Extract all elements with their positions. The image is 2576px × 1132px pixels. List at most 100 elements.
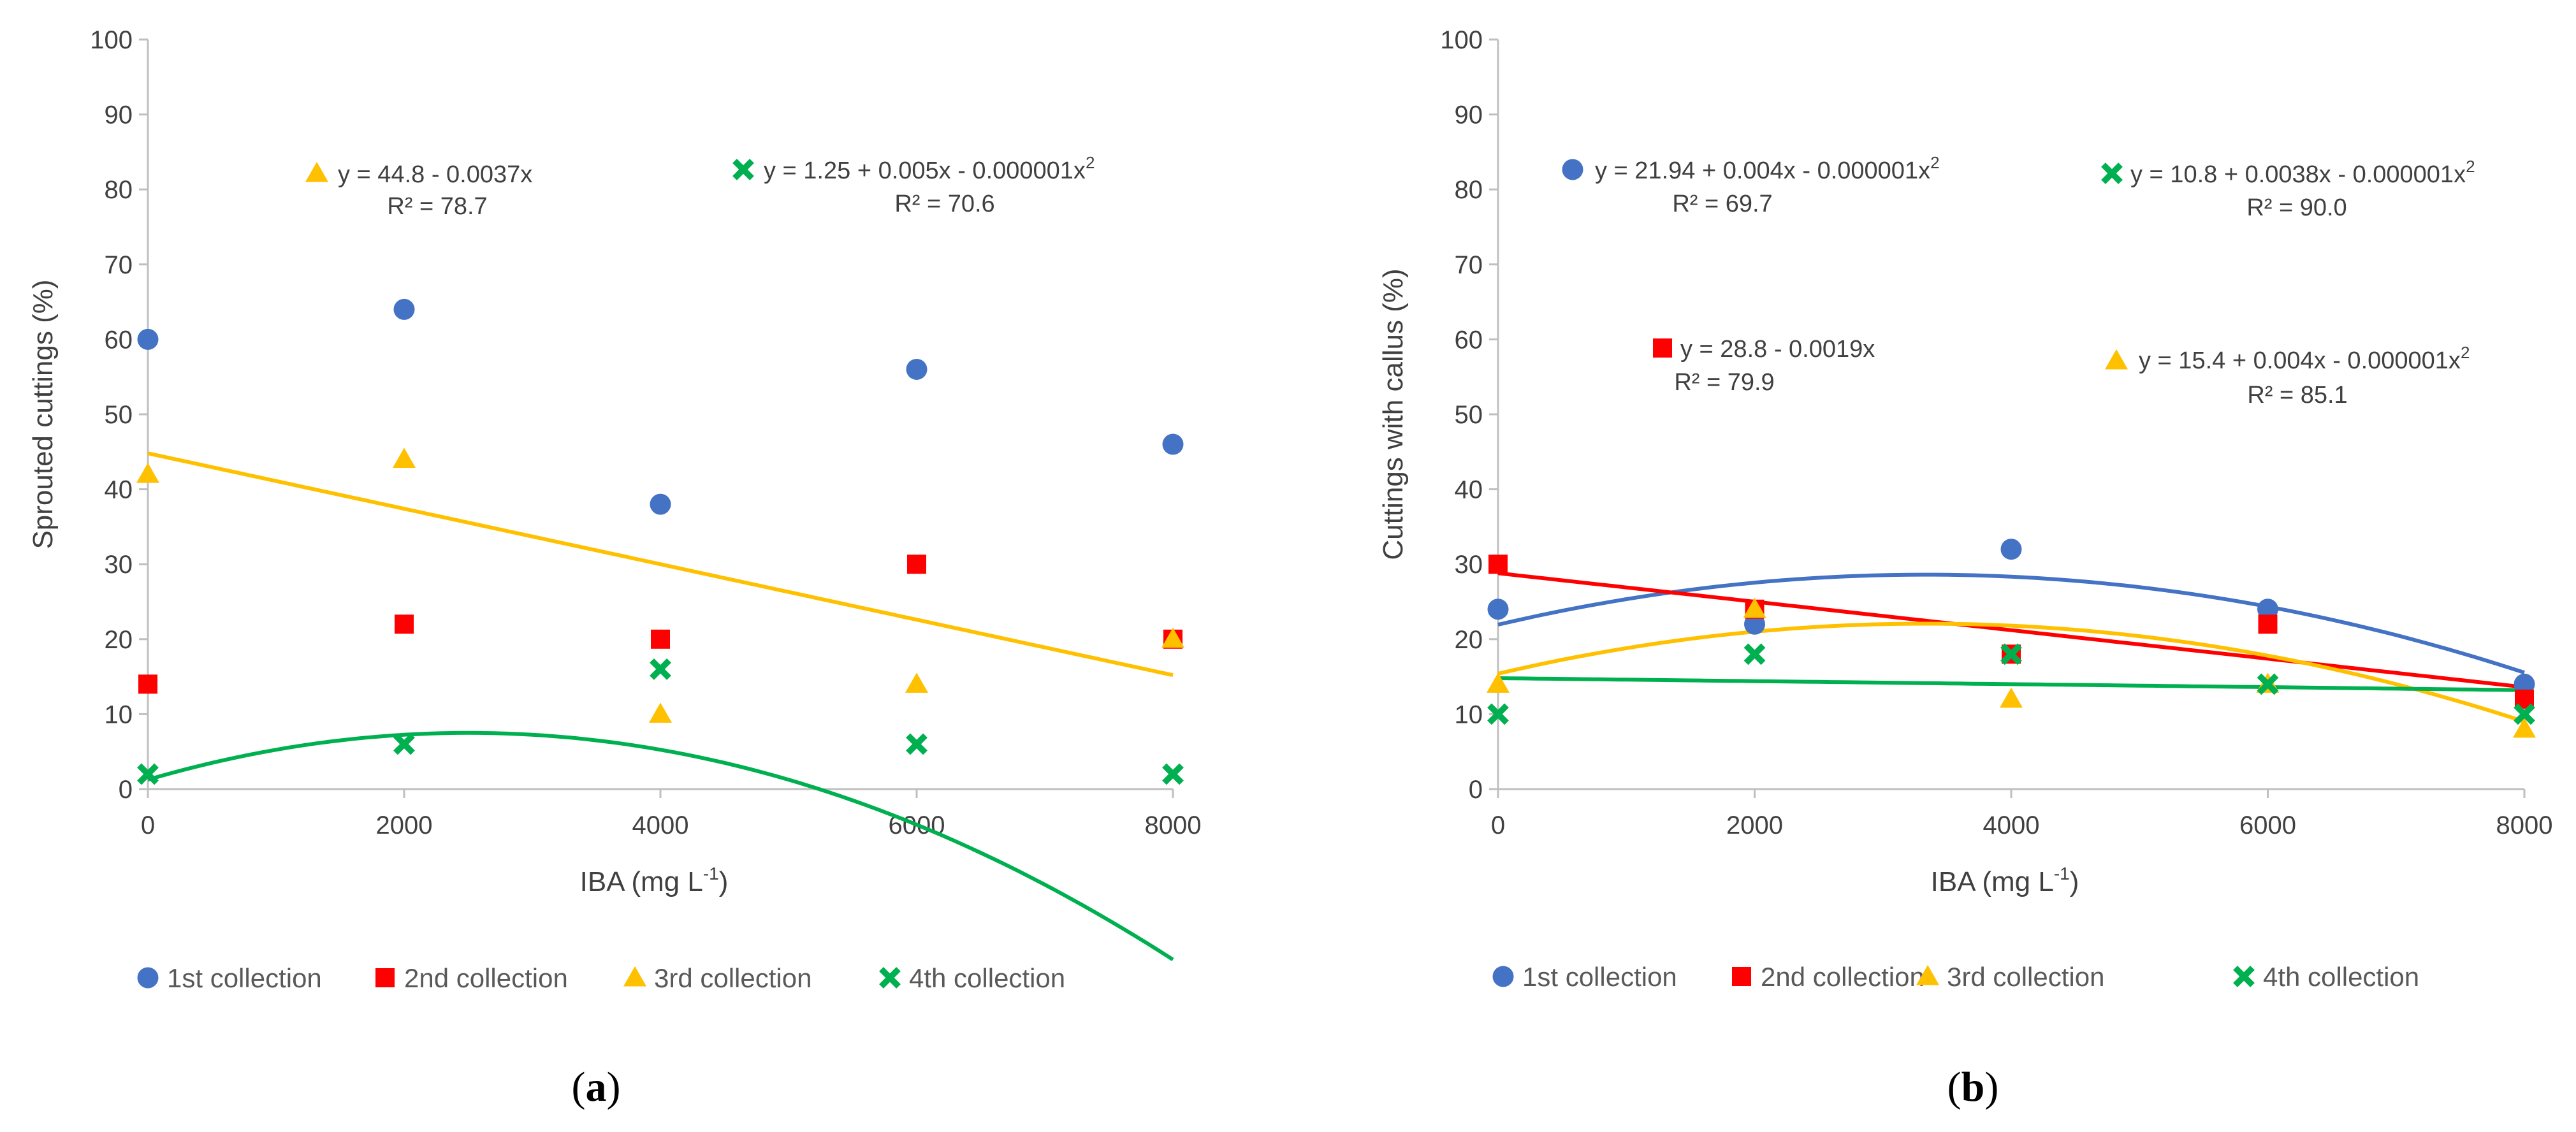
- x-axis-title-end: ): [2070, 866, 2079, 897]
- data-point-4th-collection: [2257, 673, 2279, 695]
- y-tick-label: 50: [1455, 401, 1483, 429]
- y-axis-title: Sprouted cuttings (%): [27, 279, 59, 549]
- trend-equation: y = 28.8 - 0.0019x: [1680, 336, 1875, 363]
- y-axis-title: Cuttings with callus (%): [1378, 268, 1409, 560]
- panel-label-close: ): [1984, 1064, 1998, 1110]
- data-point-4th-collection: [137, 763, 159, 785]
- x-axis-title-sup: -1: [703, 864, 719, 883]
- trendline-3rd-collection: [1497, 621, 2525, 724]
- trend-equation: y = 15.4 + 0.004x - 0.000001x2: [2139, 343, 2470, 374]
- data-point-4th-collection-stroke-b: [1162, 763, 1184, 785]
- data-point-4th-collection: [2514, 703, 2535, 725]
- trendline-4th-collection: [147, 730, 1174, 962]
- legend-marker: [2233, 966, 2255, 987]
- panel-label-open: (: [1947, 1064, 1961, 1110]
- panel-label: (a): [572, 1064, 621, 1110]
- panel-label-letter: b: [1961, 1064, 1985, 1110]
- y-tick-label: 70: [105, 251, 133, 279]
- data-point-3rd-collection: [1161, 627, 1184, 648]
- legend-label: 1st collection: [167, 963, 322, 993]
- x-axis-title-sup: -1: [2054, 864, 2070, 883]
- data-point-4th-collection-stroke-b: [393, 733, 415, 755]
- x-tick-label: 6000: [2239, 811, 2296, 839]
- legend-label: 3rd collection: [1947, 962, 2104, 992]
- trend-equation-main: y = 21.94 + 0.004x - 0.000001x: [1595, 157, 1930, 184]
- y-tick-label: 90: [1455, 101, 1483, 129]
- y-tick-label: 10: [1455, 700, 1483, 729]
- trend-equation-main: y = 44.8 - 0.0037x: [338, 161, 532, 188]
- data-point-3rd-collection: [1743, 597, 1766, 618]
- trend-equation-sup: 2: [1930, 153, 1939, 172]
- panel-label: (b): [1947, 1064, 1999, 1110]
- y-tick-label: 0: [1469, 776, 1483, 804]
- legend-label: 1st collection: [1522, 962, 1677, 992]
- data-point-4th-collection-stroke-b: [2257, 673, 2279, 695]
- y-tick-label: 40: [1455, 476, 1483, 504]
- trend-equation-sup: 2: [2466, 157, 2475, 176]
- trend-r-squared: R² = 90.0: [2246, 194, 2347, 221]
- equation-marker: [732, 159, 754, 180]
- data-point-3rd-collection: [393, 447, 416, 468]
- data-point-2nd-collection: [651, 629, 670, 649]
- legend-marker: [137, 967, 159, 989]
- data-point-1st-collection: [1487, 599, 1509, 620]
- data-point-2nd-collection: [907, 555, 926, 574]
- data-point-1st-collection: [393, 298, 415, 320]
- data-point-4th-collection: [1487, 703, 1509, 725]
- data-point-2nd-collection: [395, 614, 414, 634]
- trend-equation-sup: 2: [1086, 153, 1095, 172]
- data-point-4th-collection-stroke-b: [906, 733, 928, 755]
- equation-marker: [2101, 163, 2123, 184]
- data-point-1st-collection: [1162, 433, 1184, 455]
- legend-marker-stroke-b: [2233, 966, 2255, 987]
- data-point-3rd-collection: [2000, 687, 2023, 708]
- x-tick-label: 4000: [1983, 811, 2040, 839]
- trend-equation-main: y = 28.8 - 0.0019x: [1680, 336, 1875, 363]
- panel-label-open: (: [572, 1064, 586, 1110]
- data-point-3rd-collection: [136, 463, 159, 483]
- x-axis-title: IBA (mg L-1): [1931, 864, 2079, 897]
- y-tick-label: 0: [119, 776, 133, 804]
- data-point-1st-collection: [2514, 673, 2535, 695]
- data-point-4th-collection: [393, 733, 415, 755]
- legend-marker: [1492, 966, 1514, 987]
- data-point-2nd-collection: [138, 674, 157, 694]
- trend-r-squared: R² = 85.1: [2247, 382, 2347, 409]
- x-tick-label: 8000: [1145, 811, 1202, 839]
- trend-equation: y = 10.8 + 0.0038x - 0.000001x2: [2130, 157, 2475, 188]
- x-tick-label: 2000: [1726, 811, 1783, 839]
- x-tick-label: 4000: [632, 811, 689, 839]
- equation-marker: [305, 162, 328, 182]
- legend-marker: [1732, 967, 1751, 986]
- y-tick-label: 30: [105, 551, 133, 579]
- legend-marker: [879, 967, 901, 989]
- y-tick-label: 80: [1455, 176, 1483, 204]
- y-tick-label: 10: [105, 700, 133, 729]
- legend-marker-stroke-b: [879, 967, 901, 989]
- data-point-4th-collection-stroke-b: [1487, 703, 1509, 725]
- data-point-1st-collection: [650, 493, 671, 515]
- trend-r-squared: R² = 69.7: [1672, 191, 1772, 217]
- x-tick-label: 2000: [376, 811, 433, 839]
- data-point-4th-collection: [906, 733, 928, 755]
- trend-equation: y = 1.25 + 0.005x - 0.000001x2: [764, 153, 1095, 184]
- equation-marker: [1562, 159, 1583, 180]
- data-point-1st-collection: [2000, 539, 2022, 560]
- chart-panel-b: 0 10 20 30 40 50 60 70 80 90 100 0 2000 4000 6000 8000 C…: [1378, 26, 2552, 1110]
- equation-marker-stroke-b: [732, 159, 754, 180]
- data-point-4th-collection-stroke-b: [2514, 703, 2535, 725]
- trend-equation-main: y = 10.8 + 0.0038x - 0.000001x: [2130, 161, 2466, 188]
- y-tick-label: 100: [90, 26, 133, 54]
- data-point-4th-collection: [2000, 643, 2022, 665]
- trendline-3rd-collection: [147, 451, 1174, 678]
- trend-equation-main: y = 15.4 + 0.004x - 0.000001x: [2139, 347, 2461, 374]
- legend-marker: [1916, 965, 1939, 985]
- data-point-4th-collection: [1162, 763, 1184, 785]
- trend-r-squared: R² = 70.6: [894, 191, 994, 217]
- data-point-4th-collection: [1743, 643, 1766, 665]
- data-point-2nd-collection: [1488, 555, 1508, 574]
- x-tick-label: 0: [1491, 811, 1505, 839]
- equation-marker-stroke-b: [2101, 163, 2123, 184]
- legend-label: 2nd collection: [404, 963, 568, 993]
